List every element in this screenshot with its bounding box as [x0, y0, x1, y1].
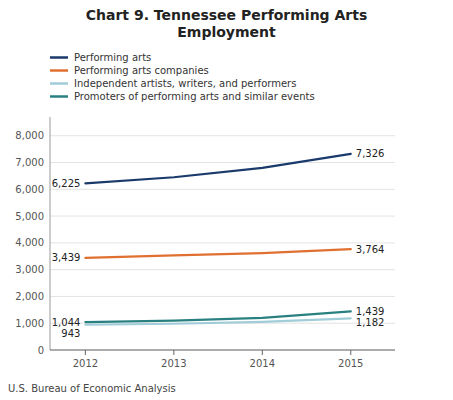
- value-label: 6,225: [52, 178, 81, 189]
- value-label: 3,764: [356, 244, 385, 255]
- grid-line: [50, 269, 395, 270]
- y-tick-label: 0: [38, 345, 44, 356]
- y-tick-label: 6,000: [15, 184, 44, 195]
- lines: [85, 154, 350, 325]
- y-tick-label: 1,000: [15, 318, 44, 329]
- title-line: Chart 9. Tennessee Performing Arts: [86, 7, 368, 23]
- value-label: 3,439: [52, 252, 81, 263]
- legend: Performing arts Performing arts companies…: [50, 52, 315, 102]
- legend-entry: Promoters of performing arts and similar…: [74, 91, 315, 102]
- series-line: [85, 311, 350, 322]
- legend-swatch: [50, 82, 68, 85]
- y-tick-label: 5,000: [15, 211, 44, 222]
- x-axis: 2012 2013 2014 2015: [50, 350, 395, 369]
- x-tick-label: 2014: [250, 358, 275, 369]
- y-axis-line: [50, 117, 51, 350]
- series-line: [85, 249, 350, 258]
- x-tick-label: 2012: [73, 358, 98, 369]
- grid-line: [50, 242, 395, 243]
- x-tick-label: 2013: [161, 358, 186, 369]
- value-label: 7,326: [356, 148, 385, 159]
- x-tick: [173, 350, 174, 355]
- legend-entry: Performing arts companies: [74, 65, 209, 76]
- series-line: [85, 154, 350, 183]
- value-label: 943: [61, 328, 80, 339]
- x-tick: [350, 350, 351, 355]
- value-label: 1,182: [356, 317, 385, 328]
- y-tick-label: 3,000: [15, 264, 44, 275]
- legend-swatch: [50, 95, 68, 98]
- grid-line: [50, 350, 395, 351]
- legend-entry: Performing arts: [74, 52, 151, 63]
- x-axis-line: [50, 350, 395, 351]
- x-tick-label: 2015: [338, 358, 363, 369]
- legend-entry: Independent artists, writers, and perfor…: [74, 78, 296, 89]
- title: Chart 9. Tennessee Performing ArtsEmploy…: [86, 7, 368, 40]
- grid: [50, 136, 395, 350]
- value-labels: 6,225 3,439 1,044943 7,326 3,764 1,4391,182: [52, 148, 385, 338]
- grid-line: [50, 189, 395, 190]
- grid-line: [50, 162, 395, 163]
- grid-line: [50, 216, 395, 217]
- chart: Chart 9. Tennessee Performing ArtsEmploy…: [0, 0, 453, 400]
- y-axis: 0 1,000 2,000 3,000 4,000 5,000 6,000 7,000 8,00…: [15, 117, 50, 356]
- footer: U.S. Bureau of Economic Analysis: [8, 383, 176, 394]
- y-tick-label: 2,000: [15, 291, 44, 302]
- value-label: 1,439: [356, 306, 385, 317]
- grid-line: [50, 296, 395, 297]
- grid-line: [50, 135, 395, 136]
- x-tick: [262, 350, 263, 355]
- y-tick-label: 8,000: [15, 130, 44, 141]
- legend-swatch: [50, 69, 68, 72]
- y-tick-label: 4,000: [15, 237, 44, 248]
- legend-swatch: [50, 56, 68, 59]
- title-line: Employment: [177, 24, 276, 40]
- x-tick: [85, 350, 86, 355]
- value-label: 1,044: [52, 317, 81, 328]
- y-tick-label: 7,000: [15, 157, 44, 168]
